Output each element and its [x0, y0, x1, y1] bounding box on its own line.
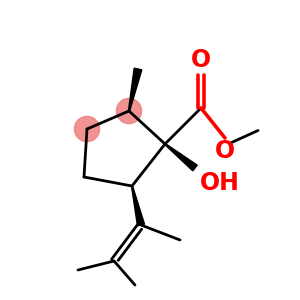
Text: OH: OH	[200, 171, 239, 195]
Circle shape	[74, 116, 100, 142]
Circle shape	[116, 98, 142, 124]
Text: O: O	[215, 140, 235, 164]
Polygon shape	[131, 186, 145, 226]
Polygon shape	[165, 144, 197, 171]
Polygon shape	[128, 68, 142, 111]
Text: O: O	[191, 48, 211, 72]
